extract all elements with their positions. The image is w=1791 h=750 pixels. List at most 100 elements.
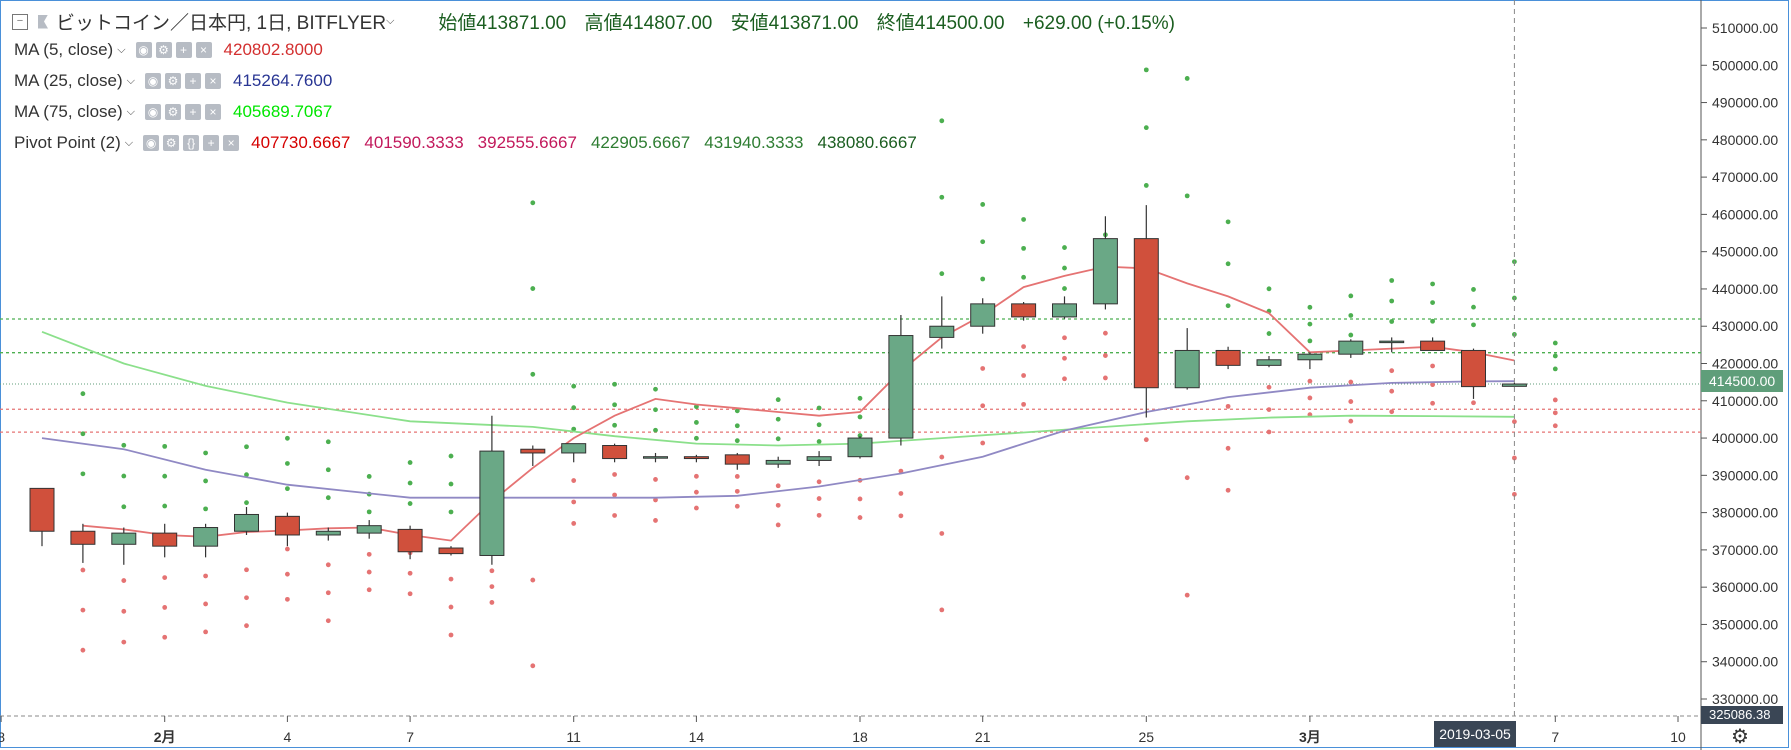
eye-icon[interactable]: ◉ bbox=[135, 42, 152, 58]
candle-body bbox=[1501, 383, 1527, 387]
plus-icon[interactable]: + bbox=[175, 42, 192, 58]
indicator-name[interactable]: MA (5, close) bbox=[14, 40, 114, 59]
high-value: 高値414807.00 bbox=[584, 13, 713, 34]
plus-icon[interactable]: + bbox=[185, 104, 201, 120]
eye-icon[interactable]: ◉ bbox=[145, 73, 161, 89]
close-icon[interactable]: × bbox=[205, 104, 221, 120]
change-value: +629.00 (+0.15%) bbox=[1022, 13, 1175, 34]
cursor-date-badge: 2019-03-05 bbox=[1434, 721, 1516, 747]
pivot-dot bbox=[939, 194, 945, 200]
pivot-dot bbox=[1348, 332, 1354, 338]
y-tick-label: 400000.00 bbox=[1712, 430, 1778, 446]
candle-body bbox=[561, 443, 587, 454]
pivot-dot bbox=[653, 497, 658, 503]
gear-icon[interactable]: ⚙ bbox=[155, 42, 172, 58]
candle-body bbox=[111, 532, 137, 545]
pivot-dot bbox=[80, 607, 86, 613]
candle-body bbox=[70, 530, 96, 545]
pivot-dot bbox=[1389, 298, 1395, 304]
open-value: 始値413871.00 bbox=[438, 13, 567, 34]
eye-icon[interactable]: ◉ bbox=[143, 135, 160, 151]
pivot-dot bbox=[1389, 278, 1395, 283]
pivot-dot bbox=[1143, 183, 1149, 188]
candle-body bbox=[1420, 340, 1446, 351]
gear-icon[interactable]: ⚙ bbox=[1731, 726, 1749, 748]
pivot-dot bbox=[898, 513, 904, 519]
y-tick-label: 390000.00 bbox=[1712, 467, 1778, 483]
gear-icon[interactable]: ⚙ bbox=[165, 104, 181, 120]
pivot-dot bbox=[162, 503, 168, 509]
plus-icon[interactable]: + bbox=[185, 73, 201, 89]
candle-body bbox=[602, 445, 628, 460]
pivot-dot bbox=[1062, 286, 1067, 291]
pivot-dot bbox=[1552, 423, 1558, 429]
pivot-dot bbox=[1266, 286, 1272, 292]
eye-icon[interactable]: ◉ bbox=[145, 104, 161, 120]
chevron-down-icon[interactable]: ⌵ bbox=[126, 105, 135, 118]
pivot-dot bbox=[325, 618, 331, 624]
close-icon[interactable]: × bbox=[205, 73, 221, 89]
indicator-name[interactable]: MA (75, close) bbox=[14, 102, 123, 121]
braces-icon[interactable]: {} bbox=[183, 135, 200, 151]
candle-body bbox=[765, 459, 791, 465]
gear-icon[interactable]: ⚙ bbox=[165, 73, 181, 89]
flag-icon[interactable] bbox=[38, 14, 48, 29]
pivot-dot bbox=[1471, 400, 1476, 406]
pivot-dot bbox=[80, 471, 86, 477]
symbol-title[interactable]: ビットコイン／日本円, 1日, BITFLYER bbox=[56, 13, 387, 34]
indicator-name[interactable]: Pivot Point (2) bbox=[14, 133, 121, 152]
pivot-dot bbox=[694, 489, 699, 495]
indicator-name[interactable]: MA (25, close) bbox=[14, 71, 123, 90]
pivot-dot bbox=[939, 454, 945, 460]
pivot-dot bbox=[734, 503, 740, 509]
plus-icon[interactable]: + bbox=[203, 135, 220, 151]
close-icon[interactable]: × bbox=[195, 42, 212, 58]
x-tick-label: 4 bbox=[284, 729, 292, 745]
chevron-down-icon[interactable]: ⌵ bbox=[386, 15, 395, 27]
y-tick-label: 500000.00 bbox=[1712, 57, 1778, 73]
pivot-dot bbox=[366, 569, 372, 575]
pivot-dot bbox=[816, 439, 822, 444]
pivot-dot bbox=[203, 629, 209, 635]
pivot-dot bbox=[203, 573, 209, 579]
y-tick-label: 350000.00 bbox=[1712, 616, 1778, 632]
pivot-dot bbox=[285, 546, 290, 552]
ohlc-values: 始値413871.00 高値414807.00 安値413871.00 終値41… bbox=[438, 8, 1188, 35]
close-icon[interactable]: × bbox=[223, 135, 240, 151]
pivot-dot bbox=[1225, 403, 1231, 409]
candle-body bbox=[479, 450, 505, 556]
indicator-value: 420802.8000 bbox=[223, 40, 323, 59]
chevron-down-icon[interactable]: ⌵ bbox=[117, 43, 126, 56]
pivot-dot bbox=[816, 479, 822, 485]
pivot-dot bbox=[939, 607, 945, 613]
pivot-dot bbox=[1103, 353, 1108, 358]
pivot-dot bbox=[407, 501, 413, 506]
chevron-down-icon[interactable]: ⌵ bbox=[124, 136, 134, 149]
candle-body bbox=[234, 513, 259, 532]
pivot-dot bbox=[939, 271, 945, 277]
pivot-dot bbox=[530, 286, 536, 291]
pivot-dot bbox=[244, 472, 249, 478]
pivot-dot bbox=[325, 562, 331, 568]
pivot-dot bbox=[366, 509, 372, 515]
gear-icon[interactable]: ⚙ bbox=[163, 135, 180, 151]
candle-body bbox=[724, 454, 750, 465]
pivot-dot bbox=[734, 423, 740, 429]
pivot-dot bbox=[325, 495, 331, 501]
y-tick-label: 490000.00 bbox=[1712, 95, 1778, 111]
candle-body bbox=[806, 456, 832, 461]
low-value: 安値413871.00 bbox=[730, 13, 859, 34]
x-tick-label: 7 bbox=[1551, 729, 1559, 745]
candle-body bbox=[888, 335, 914, 439]
y-tick-label: 380000.00 bbox=[1712, 505, 1778, 521]
pivot-dot bbox=[1307, 321, 1313, 327]
pivot-dot bbox=[366, 474, 372, 479]
pivot-dot bbox=[285, 461, 290, 466]
pivot-dot bbox=[80, 391, 86, 397]
collapse-icon[interactable]: − bbox=[12, 13, 28, 30]
pivot-dot bbox=[1184, 76, 1190, 81]
pivot-dot bbox=[1021, 373, 1026, 378]
chevron-down-icon[interactable]: ⌵ bbox=[126, 74, 135, 87]
pivot-dot bbox=[1307, 378, 1313, 384]
